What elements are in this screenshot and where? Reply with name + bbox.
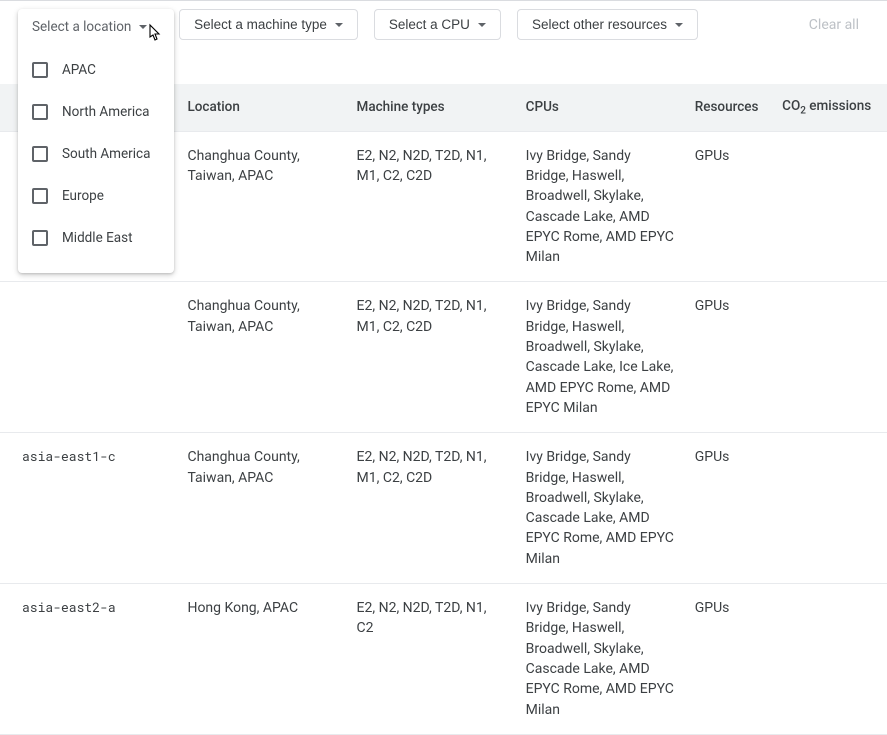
filter-bar: Select a location Select a machine type … (0, 1, 887, 48)
col-header-cpus[interactable]: CPUs (516, 84, 685, 131)
dropdown-item-label: APAC (62, 62, 96, 78)
cell-co2 (772, 282, 887, 433)
cell-resources: GPUs (685, 282, 772, 433)
dropdown-item-label: North America (62, 104, 150, 120)
caret-down-icon (675, 23, 683, 27)
col-header-machine-types[interactable]: Machine types (347, 84, 516, 131)
cell-co2 (772, 584, 887, 735)
table-row: asia-east1-c Changhua County, Taiwan, AP… (0, 433, 887, 584)
cell-zone: asia-east1-c (0, 433, 177, 584)
cell-cpus: Ivy Bridge, Sandy Bridge, Haswell, Broad… (516, 433, 685, 584)
col-header-location[interactable]: Location (177, 84, 346, 131)
cell-machine: E2, N2, N2D, T2D, N1, M1, C2, C2D (347, 131, 516, 282)
cell-resources: GPUs (685, 584, 772, 735)
dropdown-item-south-america[interactable]: South America (18, 133, 174, 175)
cell-resources: GPUs (685, 433, 772, 584)
caret-down-icon (139, 25, 147, 29)
cell-location: Hong Kong, APAC (177, 584, 346, 735)
caret-down-icon (478, 23, 486, 27)
checkbox-icon[interactable] (32, 104, 48, 120)
cell-location: Changhua County, Taiwan, APAC (177, 433, 346, 584)
filter-cpu-button[interactable]: Select a CPU (374, 9, 501, 40)
checkbox-icon[interactable] (32, 230, 48, 246)
cell-zone (0, 282, 177, 433)
dropdown-header-label: Select a location (32, 19, 131, 35)
dropdown-item-apac[interactable]: APAC (18, 49, 174, 91)
table-row: Changhua County, Taiwan, APAC E2, N2, N2… (0, 282, 887, 433)
dropdown-item-label: South America (62, 146, 150, 162)
dropdown-item-label: Middle East (62, 230, 133, 246)
cell-co2 (772, 433, 887, 584)
filter-cpu-label: Select a CPU (389, 17, 470, 32)
col-header-resources[interactable]: Resources (685, 84, 772, 131)
filter-other-label: Select other resources (532, 17, 667, 32)
location-dropdown: Select a location APAC North America Sou… (18, 9, 174, 273)
cell-zone: asia-east2-a (0, 584, 177, 735)
col-header-co2[interactable]: CO2 emissions (772, 84, 887, 131)
cell-location: Changhua County, Taiwan, APAC (177, 282, 346, 433)
checkbox-icon[interactable] (32, 62, 48, 78)
filter-machine-label: Select a machine type (194, 17, 327, 32)
dropdown-header[interactable]: Select a location (18, 9, 174, 43)
cell-cpus: Ivy Bridge, Sandy Bridge, Haswell, Broad… (516, 131, 685, 282)
dropdown-item-middle-east[interactable]: Middle East (18, 217, 174, 259)
filter-other-button[interactable]: Select other resources (517, 9, 698, 40)
cell-machine: E2, N2, N2D, T2D, N1, M1, C2, C2D (347, 433, 516, 584)
checkbox-icon[interactable] (32, 188, 48, 204)
cell-machine: E2, N2, N2D, T2D, N1, C2 (347, 584, 516, 735)
dropdown-item-europe[interactable]: Europe (18, 175, 174, 217)
dropdown-item-north-america[interactable]: North America (18, 91, 174, 133)
cell-co2 (772, 131, 887, 282)
clear-all-link[interactable]: Clear all (809, 17, 869, 33)
table-row: asia-east2-a Hong Kong, APAC E2, N2, N2D… (0, 584, 887, 735)
cell-machine: E2, N2, N2D, T2D, N1, M1, C2, C2D (347, 282, 516, 433)
cell-cpus: Ivy Bridge, Sandy Bridge, Haswell, Broad… (516, 282, 685, 433)
checkbox-icon[interactable] (32, 146, 48, 162)
dropdown-item-label: Europe (62, 188, 104, 204)
cell-cpus: Ivy Bridge, Sandy Bridge, Haswell, Broad… (516, 584, 685, 735)
cell-location: Changhua County, Taiwan, APAC (177, 131, 346, 282)
cell-resources: GPUs (685, 131, 772, 282)
caret-down-icon (335, 23, 343, 27)
filter-machine-button[interactable]: Select a machine type (179, 9, 358, 40)
